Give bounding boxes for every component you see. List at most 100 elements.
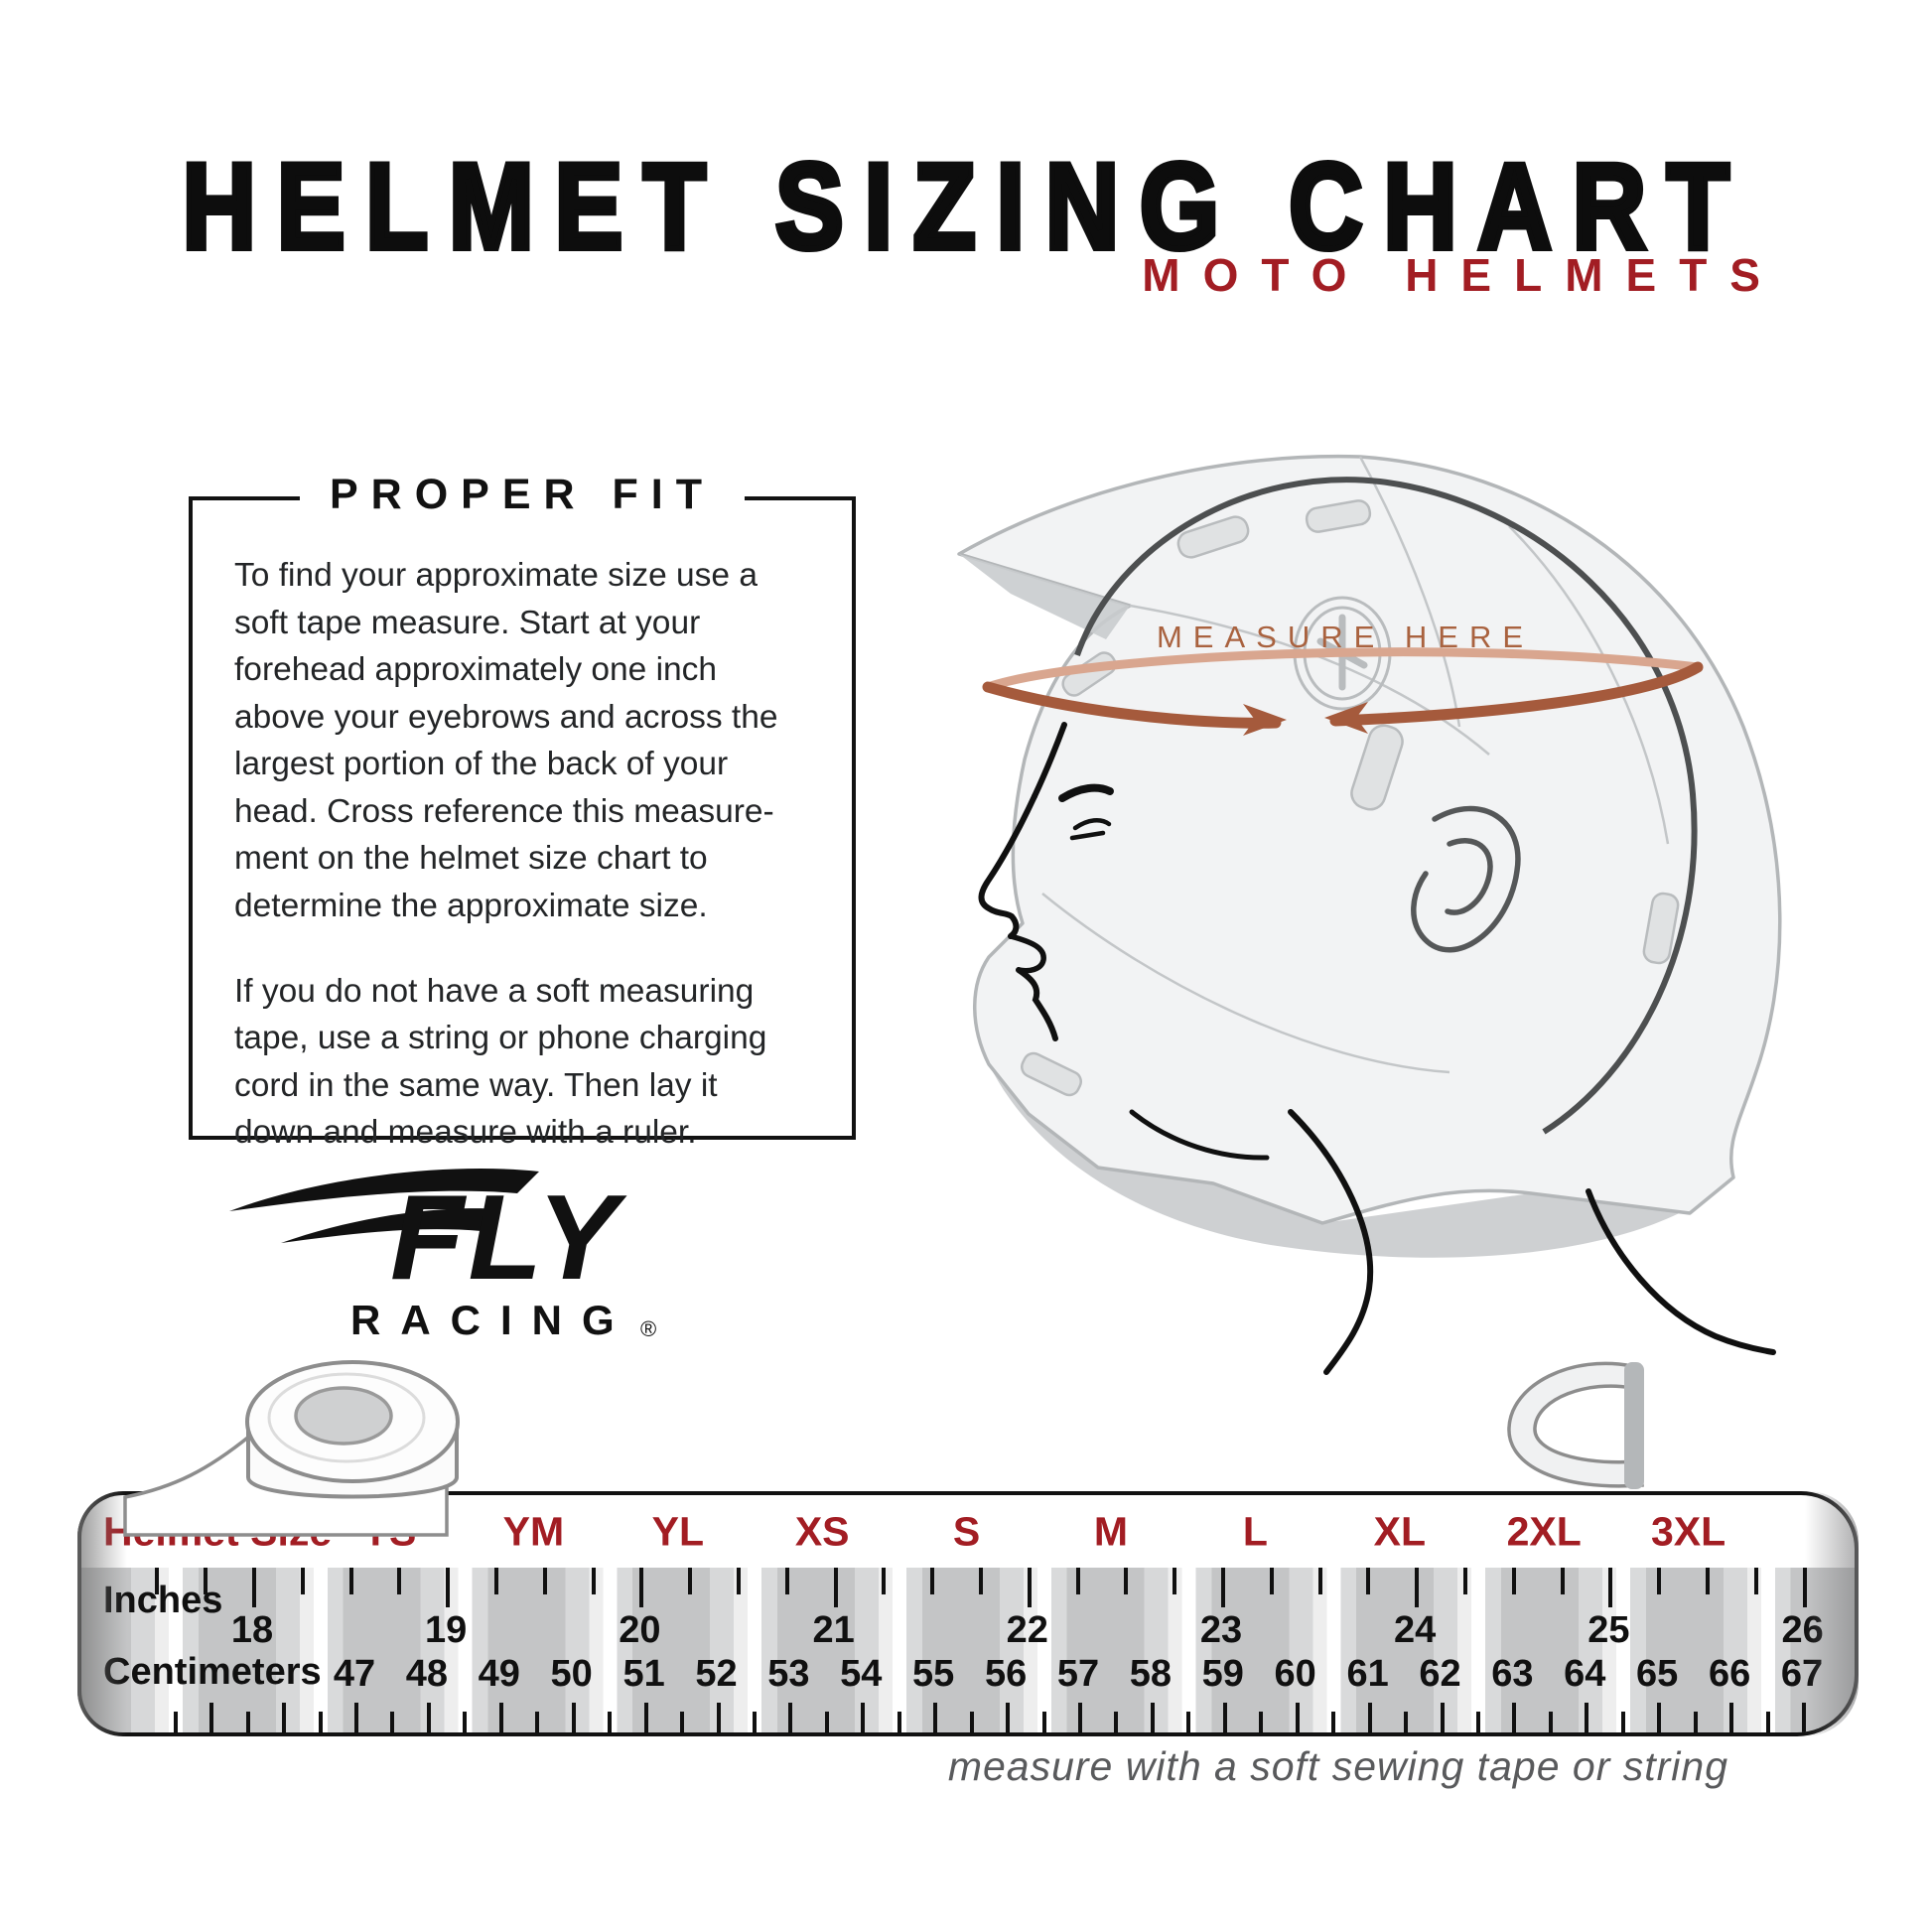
ruler-tick-inch — [1511, 1568, 1516, 1594]
ruler-tick-cm — [897, 1712, 901, 1732]
ruler-tick-cm — [173, 1712, 178, 1732]
neck-lines — [1288, 1109, 1776, 1375]
inch-label: 26 — [1781, 1609, 1824, 1651]
ruler-tick-cm — [1620, 1712, 1625, 1732]
helmet-shell — [957, 454, 1782, 1225]
fly-logo-subtext: RACING — [350, 1297, 634, 1343]
ruler-tick-inch — [542, 1568, 547, 1594]
helmet-peak-shadow — [959, 554, 1130, 639]
inch-label: 20 — [619, 1609, 661, 1651]
ruler-tick-inch — [1366, 1568, 1371, 1594]
ruler-tick-inch — [930, 1568, 935, 1594]
ruler-tick-cm — [1693, 1712, 1698, 1732]
ruler-tick-cm — [354, 1703, 358, 1732]
ruler-tick-inch — [688, 1568, 693, 1594]
ruler-tick-cm — [1006, 1703, 1011, 1732]
ruler-tick-cm — [788, 1703, 793, 1732]
ruler-tick-inch — [639, 1568, 644, 1607]
fly-wing-icon — [229, 1169, 539, 1243]
proper-fit-paragraph-2: If you do not have a soft measuring tape… — [234, 972, 767, 1152]
cm-label: 63 — [1491, 1653, 1534, 1695]
cm-label: 50 — [550, 1653, 593, 1695]
ruler-tick-cm — [1657, 1703, 1662, 1732]
ruler-tick-inch — [348, 1568, 353, 1594]
ruler-tick-inch — [1802, 1568, 1807, 1607]
ruler-tick-inch — [1415, 1568, 1420, 1607]
ruler-tick-cm — [824, 1712, 829, 1732]
cm-label: 47 — [333, 1653, 376, 1695]
proper-fit-paragraph-1: To find your approximate size use a soft… — [234, 557, 778, 924]
cm-label: 54 — [840, 1653, 883, 1695]
ruler-tick-cm — [1331, 1712, 1336, 1732]
ruler-tick-cm — [1729, 1703, 1734, 1732]
cm-label: 62 — [1419, 1653, 1461, 1695]
ruler-tick-cm — [1548, 1712, 1553, 1732]
centimeters-row-label: Centimeters — [103, 1651, 322, 1693]
ruler-tick-cm — [1041, 1712, 1046, 1732]
tape-ruler: Inches Centimeters 18 19 20 21 22 23 24 25 26 47 4… — [77, 1568, 1859, 1736]
size-label: L — [1242, 1508, 1268, 1554]
tape-end-curl-icon — [1507, 1361, 1644, 1489]
ruler-tick-cm — [1078, 1703, 1082, 1732]
ruler-tick-inch — [1221, 1568, 1225, 1607]
cm-label: 66 — [1708, 1653, 1751, 1695]
ruler-tick-inch — [1027, 1568, 1032, 1607]
ruler-tick-cm — [716, 1703, 721, 1732]
inch-label: 25 — [1587, 1609, 1630, 1651]
inch-label: 24 — [1394, 1609, 1437, 1651]
ruler-tick-cm — [680, 1712, 685, 1732]
ruler-tick-inch — [1317, 1568, 1322, 1594]
ruler-tick-cm — [1512, 1703, 1517, 1732]
ruler-tick-cm — [933, 1703, 938, 1732]
cm-label: 52 — [695, 1653, 738, 1695]
size-label: 3XL — [1650, 1508, 1726, 1554]
page-subtitle: MOTO HELMETS — [1142, 249, 1783, 301]
ruler-tick-cm — [426, 1703, 431, 1732]
ruler-tick-cm — [245, 1712, 250, 1732]
registered-mark: ® — [640, 1316, 656, 1341]
ruler-tick-inch — [1463, 1568, 1467, 1594]
ruler-tick-cm — [1585, 1703, 1589, 1732]
cm-label: 56 — [984, 1653, 1028, 1695]
ruler-tick-inch — [784, 1568, 789, 1594]
size-label: XL — [1373, 1508, 1426, 1554]
measure-arrows-icon — [1243, 702, 1368, 736]
ruler-tick-inch — [1560, 1568, 1565, 1594]
fly-racing-logo: FLY RACING ® — [229, 1169, 656, 1343]
cm-label: 51 — [622, 1653, 665, 1695]
ruler-tick-inch — [979, 1568, 983, 1594]
ruler-tick-inch — [204, 1568, 208, 1594]
ruler-tick-inch — [1608, 1568, 1613, 1607]
cm-label: 60 — [1274, 1653, 1316, 1695]
ruler-tick-cm — [1259, 1712, 1264, 1732]
helmet-shadow — [989, 1064, 1733, 1258]
ruler-tick-cm — [282, 1703, 287, 1732]
measure-band-bottom-arc — [982, 661, 1704, 729]
size-label: YL — [651, 1508, 704, 1554]
size-label: 2XL — [1506, 1508, 1582, 1554]
ruler-tick-cm — [1222, 1703, 1227, 1732]
proper-fit-heading: PROPER FIT — [299, 471, 746, 519]
ruler-tick-cm — [1114, 1712, 1119, 1732]
inch-label: 22 — [1006, 1609, 1048, 1651]
size-label: YM — [502, 1508, 565, 1554]
helmet-illustration: MEASURE HERE — [957, 454, 1782, 1375]
head-outline-arc — [1074, 477, 1698, 1135]
cm-label: 59 — [1201, 1653, 1244, 1695]
ruler-tick-inch — [591, 1568, 596, 1594]
ruler-tick-inch — [1124, 1568, 1129, 1594]
ruler-tick-cm — [1367, 1703, 1372, 1732]
face-profile — [978, 722, 1270, 1161]
ruler-tick-cm — [1186, 1712, 1191, 1732]
ruler-tick-cm — [1475, 1712, 1480, 1732]
ruler-tick-cm — [1150, 1703, 1155, 1732]
inch-label: 23 — [1199, 1609, 1243, 1651]
cm-label: 58 — [1129, 1653, 1173, 1695]
ruler-tick-cm — [752, 1712, 757, 1732]
measure-band-top-arc — [983, 647, 1703, 692]
ruler-tick-cm — [318, 1712, 323, 1732]
ruler-tick-cm — [1404, 1712, 1409, 1732]
ruler-tick-inch — [1269, 1568, 1274, 1594]
tape-roll-icon — [123, 1360, 460, 1537]
